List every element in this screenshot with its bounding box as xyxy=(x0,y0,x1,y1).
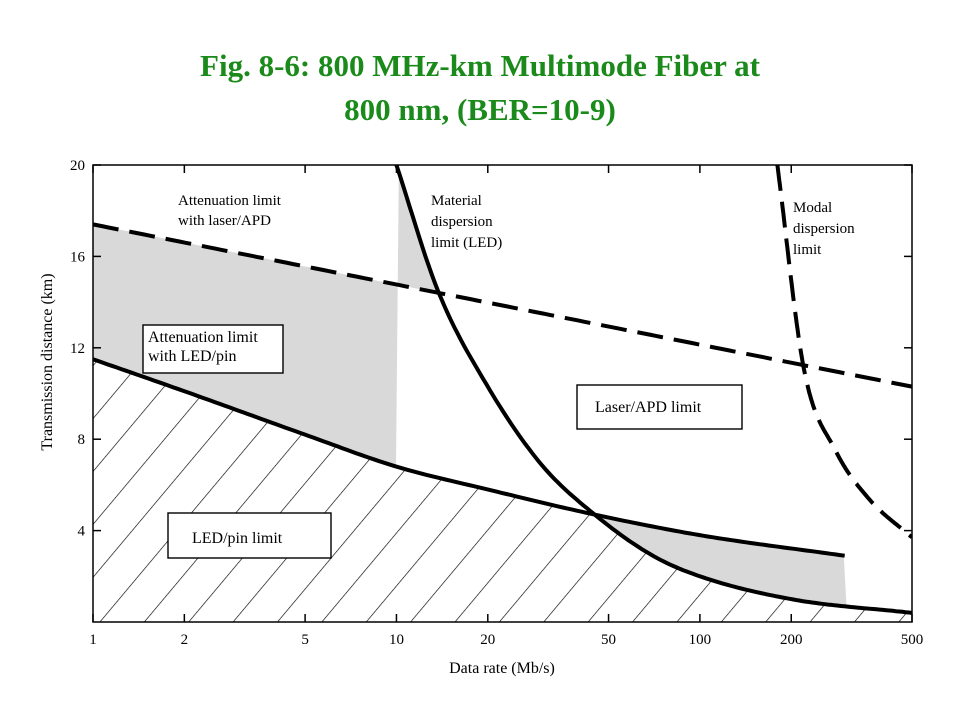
x-tick-label: 100 xyxy=(689,632,712,648)
y-tick-label: 8 xyxy=(78,432,86,448)
x-tick-label: 200 xyxy=(780,632,803,648)
chart-title-line2: 800 nm, (BER=10-9) xyxy=(344,92,616,127)
x-axis-label: Data rate (Mb/s) xyxy=(449,660,555,677)
laser-box-label: Laser/APD limit xyxy=(595,399,702,416)
y-tick-label: 20 xyxy=(70,158,85,174)
x-tick-label: 50 xyxy=(601,632,616,648)
led-box-box xyxy=(167,512,332,559)
x-tick-label: 20 xyxy=(480,632,495,648)
x-tick-label: 5 xyxy=(301,632,309,648)
y-tick-label: 4 xyxy=(78,524,86,540)
laser-apd-region xyxy=(93,172,912,613)
attenuation-apd-curve xyxy=(93,222,912,389)
att-apd-label: with laser/APD xyxy=(178,213,271,229)
x-tick-label: 500 xyxy=(901,632,924,648)
att-led-label: with LED/pin xyxy=(148,348,236,365)
y-axis-label: Transmission distance (km) xyxy=(39,273,56,450)
x-tick-label: 10 xyxy=(389,632,404,648)
x-tick-label: 1 xyxy=(89,632,97,648)
y-tick-label: 16 xyxy=(70,249,86,265)
material-dispersion-curve xyxy=(394,165,912,615)
plot-frame xyxy=(92,164,913,623)
modal-disp-label: limit xyxy=(793,242,822,258)
chart-curves xyxy=(93,165,912,615)
led-box-label: LED/pin limit xyxy=(192,530,283,547)
mat-disp-label: limit (LED) xyxy=(431,235,502,251)
modal-disp-label: Modal xyxy=(793,200,832,216)
y-tick-label: 12 xyxy=(70,341,85,357)
att-led-box xyxy=(142,324,284,374)
modal-disp-label: dispersion xyxy=(793,221,855,237)
mat-disp-label: dispersion xyxy=(431,214,493,230)
attenuation-led-curve xyxy=(93,357,845,558)
axis-ticks xyxy=(92,164,913,622)
chart-title-line1: Fig. 8-6: 800 MHz-km Multimode Fiber at xyxy=(200,48,760,83)
laser-box-box xyxy=(576,384,743,430)
att-apd-label: Attenuation limit xyxy=(178,193,282,209)
mat-disp-label: Material xyxy=(431,193,482,209)
chart-annotations: Attenuation limit with laser/APD Material d… xyxy=(142,193,855,559)
att-led-label: Attenuation limit xyxy=(148,329,258,346)
x-tick-label: 2 xyxy=(181,632,189,648)
modal-dispersion-curve xyxy=(775,165,912,539)
